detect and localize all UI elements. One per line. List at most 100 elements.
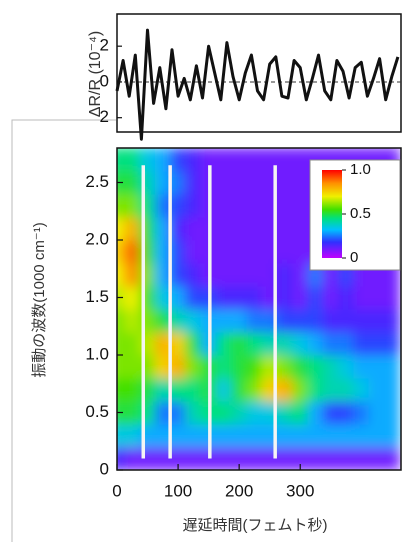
heat-cell xyxy=(276,423,294,448)
y-tick-label: 0 xyxy=(100,71,109,90)
heat-cell xyxy=(337,285,355,310)
heat-cell xyxy=(292,446,309,470)
top-y-label: ΔR/R (10⁻⁴) xyxy=(87,31,104,117)
heat-cell xyxy=(169,262,187,287)
heat-cell xyxy=(154,377,171,402)
heat-cell xyxy=(368,377,385,402)
heat-cell xyxy=(322,308,339,333)
heat-cell xyxy=(215,308,233,333)
heat-cell xyxy=(169,148,187,172)
heat-cell xyxy=(124,446,141,470)
heat-cell xyxy=(231,423,248,448)
y-axis-label: 振動の波数(1000 cm⁻¹) xyxy=(31,222,48,377)
heat-cell xyxy=(154,239,171,264)
heat-cell xyxy=(215,262,233,287)
heat-cell xyxy=(215,216,233,241)
y-tick-label: 1.5 xyxy=(85,287,109,306)
heat-cell xyxy=(154,354,171,379)
heat-cell xyxy=(185,377,202,402)
heat-cell xyxy=(117,216,126,241)
heat-cell xyxy=(383,400,400,425)
heat-cell xyxy=(117,308,126,333)
heat-cell xyxy=(383,423,400,448)
x-tick-label: 200 xyxy=(225,481,253,500)
y-tick-label: 2 xyxy=(100,107,109,126)
heat-cell xyxy=(276,285,294,310)
heat-cell xyxy=(276,262,294,287)
heat-cell xyxy=(292,377,309,402)
top-panel-frame xyxy=(116,13,402,133)
heat-cell xyxy=(169,308,187,333)
heat-cell xyxy=(231,377,248,402)
y-tick-label: 2 xyxy=(100,36,109,55)
heat-cell xyxy=(124,148,141,172)
heat-cell xyxy=(154,308,171,333)
heat-cell xyxy=(276,377,294,402)
heat-cell xyxy=(154,400,171,425)
heat-cell xyxy=(246,400,263,425)
heat-cell xyxy=(322,331,339,356)
heat-cell xyxy=(154,331,171,356)
heat-cell xyxy=(215,377,233,402)
heat-cell xyxy=(353,308,370,333)
heat-cell xyxy=(169,354,187,379)
heat-cell xyxy=(353,354,370,379)
heat-cell xyxy=(215,193,233,218)
heat-cell xyxy=(154,193,171,218)
heat-cell xyxy=(307,377,324,402)
heat-cell xyxy=(246,331,263,356)
heat-cell xyxy=(246,239,263,264)
heat-cell xyxy=(276,193,294,218)
heat-cell xyxy=(124,354,141,379)
heat-cell xyxy=(185,262,202,287)
heat-cell xyxy=(292,193,309,218)
heat-cell xyxy=(368,308,385,333)
heat-cell xyxy=(215,239,233,264)
heat-cell xyxy=(231,308,248,333)
y-tick-label: 2.5 xyxy=(85,172,109,191)
heat-cell xyxy=(276,354,294,379)
heat-cell xyxy=(154,216,171,241)
heat-cell xyxy=(292,331,309,356)
heat-cell xyxy=(353,285,370,310)
heat-cell xyxy=(231,446,248,470)
heat-cell xyxy=(246,308,263,333)
heat-cell xyxy=(246,216,263,241)
heat-cell xyxy=(337,377,355,402)
heat-cell xyxy=(169,170,187,195)
heat-cell xyxy=(307,285,324,310)
heat-cell xyxy=(353,446,370,470)
heat-cell xyxy=(154,285,171,310)
heat-cell xyxy=(124,193,141,218)
heat-cell xyxy=(246,193,263,218)
heat-cell xyxy=(246,423,263,448)
heat-cell xyxy=(246,354,263,379)
heat-cell xyxy=(215,423,233,448)
heat-cell xyxy=(185,148,202,172)
heat-cell xyxy=(292,170,309,195)
heat-cell xyxy=(353,377,370,402)
heat-cell xyxy=(337,400,355,425)
heat-cell xyxy=(276,239,294,264)
heat-cell xyxy=(124,170,141,195)
heatmap-frame xyxy=(116,147,402,471)
heat-cell xyxy=(185,354,202,379)
heat-cell xyxy=(353,400,370,425)
axes-layer: 2 0 2 0 0.5 1.0 1.5 2.0 2.5 0 100 200 300 1.0 0.5 0 xyxy=(85,13,402,500)
heat-cell xyxy=(185,285,202,310)
heat-cell xyxy=(231,148,248,172)
heat-cell xyxy=(292,216,309,241)
heat-cell xyxy=(292,239,309,264)
heat-cell xyxy=(231,285,248,310)
heat-cell xyxy=(200,148,217,172)
heat-cell xyxy=(231,216,248,241)
heat-cell xyxy=(307,446,324,470)
heat-cell xyxy=(185,446,202,470)
heat-cell xyxy=(368,446,385,470)
y-tick-label: 1.0 xyxy=(85,344,109,363)
colorbar-tick-label: 1.0 xyxy=(350,161,371,178)
heat-cell xyxy=(368,285,385,310)
heat-cell xyxy=(322,400,339,425)
heat-cell xyxy=(231,331,248,356)
